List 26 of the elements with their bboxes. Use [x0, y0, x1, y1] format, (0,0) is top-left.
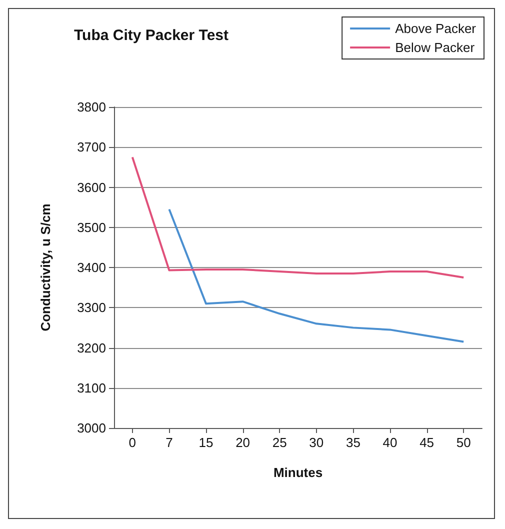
line-series: [131, 156, 465, 279]
x-tick-label: 30: [309, 435, 324, 450]
x-tick-label: 15: [198, 435, 214, 450]
x-tick-label: 40: [382, 435, 398, 450]
y-tick-label: 3100: [77, 380, 106, 396]
x-axis-title: Minutes: [273, 465, 323, 480]
x-tick-label: 25: [272, 435, 287, 450]
legend-label: Below Packer: [395, 40, 476, 55]
x-tick-label: 50: [456, 435, 471, 450]
y-tick-label: 3500: [77, 220, 106, 235]
y-tick-label: 3200: [77, 340, 106, 356]
x-tick-label: 45: [420, 435, 434, 450]
x-tick-label: 20: [236, 435, 250, 450]
x-tick-label: 0: [128, 435, 136, 450]
y-tick-label: 3700: [77, 140, 106, 155]
y-tick-label: 3600: [77, 180, 106, 195]
y-tick-label: 3000: [77, 420, 106, 436]
line-series: [168, 208, 465, 343]
y-tick-label: 3400: [77, 260, 106, 275]
y-tick-label: 3300: [77, 300, 106, 316]
legend-label: Above Packer: [395, 21, 477, 36]
y-axis-title: Conductivity, u S/cm: [38, 204, 53, 332]
x-tick-label: 35: [346, 435, 360, 450]
chart-title: Tuba City Packer Test: [74, 27, 228, 44]
x-tick-label: 7: [166, 435, 173, 450]
y-tick-label: 3800: [77, 100, 106, 114]
